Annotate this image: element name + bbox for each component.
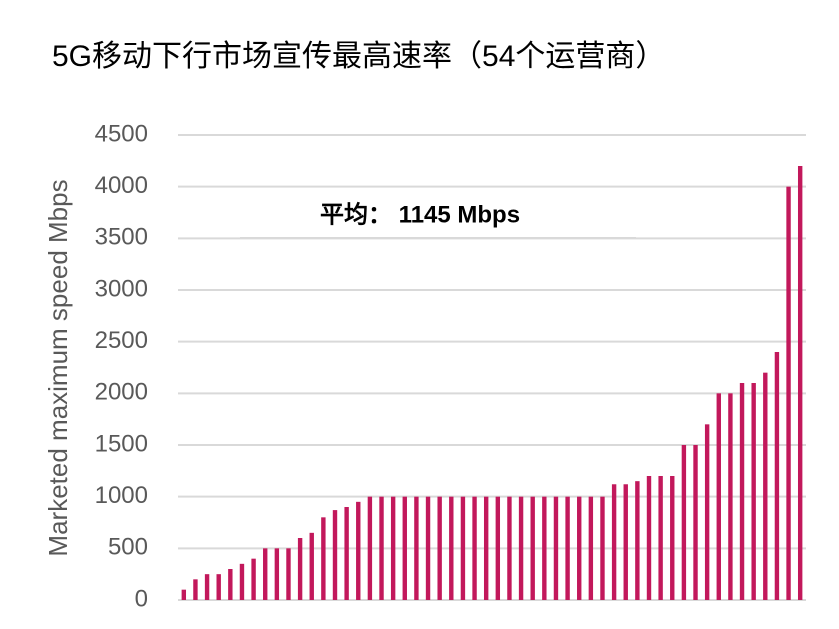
bar <box>646 476 652 600</box>
bar <box>588 496 594 600</box>
bar <box>751 383 756 600</box>
y-tick-label: 2500 <box>95 327 148 354</box>
bar <box>367 496 373 600</box>
bar <box>425 496 431 600</box>
bar <box>565 496 570 600</box>
bar <box>437 496 442 600</box>
bar <box>228 569 233 600</box>
bar <box>321 517 326 600</box>
bar <box>239 563 245 600</box>
bar <box>216 574 221 600</box>
bar <box>379 496 384 600</box>
bar <box>518 496 524 600</box>
y-tick-label: 2000 <box>95 379 148 406</box>
bar <box>483 496 489 600</box>
annotation: 平均： 1145 Mbps <box>320 200 520 228</box>
bar <box>658 476 663 600</box>
bar <box>600 496 605 600</box>
y-tick-label: 3000 <box>95 275 148 302</box>
bar <box>623 484 628 600</box>
y-tick-label: 4000 <box>95 172 148 199</box>
bar <box>542 496 547 600</box>
y-tick-label: 3500 <box>95 224 148 251</box>
chart-title: 5G移动下行市场宣传最高速率（54个运营商） <box>52 40 665 73</box>
bar <box>204 574 210 600</box>
bar <box>704 424 710 600</box>
y-tick-label: 1500 <box>95 430 148 457</box>
bar <box>332 510 338 600</box>
bar <box>390 496 396 600</box>
bar <box>402 496 407 600</box>
y-tick-label: 1000 <box>95 482 148 509</box>
bar <box>716 393 721 600</box>
bar <box>611 484 617 600</box>
bar <box>193 579 198 600</box>
bar <box>577 496 582 600</box>
bar <box>309 532 314 600</box>
bar <box>728 393 733 600</box>
bar <box>414 496 419 600</box>
bar <box>763 372 768 600</box>
bar <box>635 481 640 600</box>
bar <box>181 589 187 600</box>
bar <box>356 501 361 600</box>
bar <box>472 496 477 600</box>
bar <box>297 538 303 600</box>
bar <box>274 548 280 600</box>
bar <box>530 496 535 600</box>
bar <box>797 166 803 600</box>
bar <box>344 507 349 600</box>
bar <box>670 476 675 600</box>
y-axis-label: Marketed maximum speed Mbps <box>43 179 73 556</box>
bar <box>449 496 454 600</box>
bar <box>507 496 512 600</box>
bar <box>460 496 466 600</box>
bar <box>263 548 268 600</box>
bar <box>774 352 780 600</box>
bar <box>693 445 698 600</box>
y-tick-label: 0 <box>135 585 148 612</box>
bar <box>495 496 501 600</box>
bar <box>786 186 791 600</box>
bar <box>553 496 559 600</box>
bar <box>681 445 687 600</box>
y-tick-label: 4500 <box>95 120 148 147</box>
bar <box>286 548 291 600</box>
bar <box>739 383 745 600</box>
y-tick-label: 500 <box>108 534 148 561</box>
bar <box>251 558 256 600</box>
